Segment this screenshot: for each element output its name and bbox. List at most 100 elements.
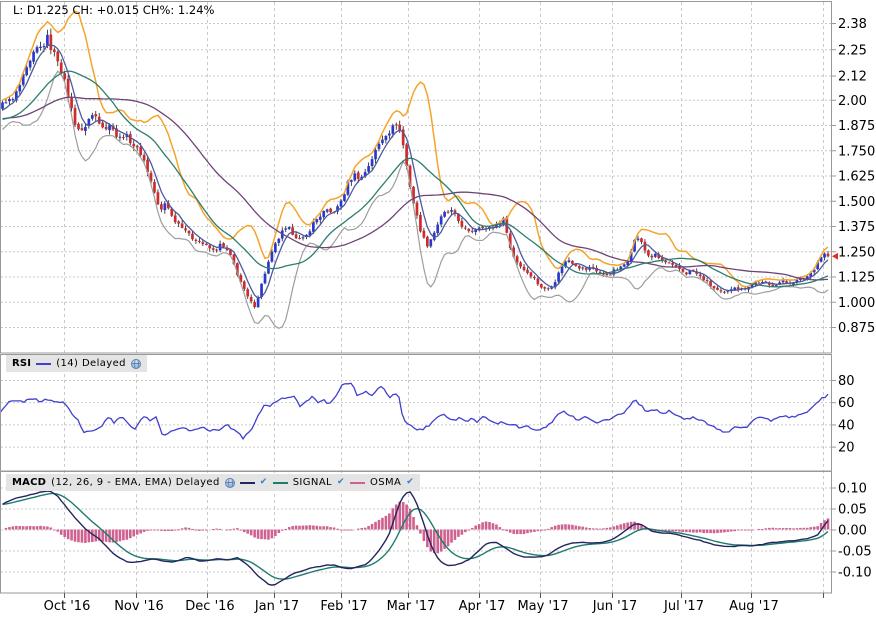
osma-bar — [277, 529, 281, 534]
candle-body — [353, 173, 357, 181]
candle-body — [46, 34, 49, 47]
osma-bar — [457, 529, 460, 537]
osma-bar — [757, 528, 761, 530]
osma-bar — [84, 529, 87, 543]
osma-bar — [809, 527, 813, 530]
rsi-title: RSI — [12, 358, 32, 369]
osma-bar — [367, 525, 370, 530]
osma-bar — [15, 525, 18, 530]
osma-bar — [685, 529, 688, 533]
osma-bar — [308, 525, 312, 530]
osma-bar — [719, 529, 723, 533]
osma-visibility-checkbox[interactable]: ✔ — [406, 477, 415, 487]
month-label: Oct '16 — [44, 599, 91, 614]
candle-body — [249, 297, 253, 302]
candle-body — [588, 267, 592, 270]
candle-body — [118, 136, 122, 138]
candle-body — [526, 269, 529, 273]
candle-body — [716, 287, 719, 290]
candle-body — [201, 242, 205, 245]
candle-body — [457, 213, 460, 222]
osma-bar — [173, 529, 177, 531]
osma-bar — [764, 528, 768, 530]
candle-body — [785, 281, 788, 284]
rsi-plot-area[interactable] — [1, 355, 831, 470]
candle-body — [470, 230, 474, 232]
osma-bar — [450, 529, 453, 543]
osma-bar — [470, 527, 474, 530]
globe-icon[interactable] — [130, 358, 141, 369]
candle-body — [381, 139, 384, 144]
osma-bar — [391, 508, 395, 530]
osma-bar — [560, 524, 564, 530]
candle-body — [187, 230, 191, 234]
osma-bar — [633, 521, 636, 530]
macd-tick-label: 0.10 — [838, 482, 867, 497]
month-label: Feb '17 — [320, 599, 367, 614]
osma-bar — [301, 525, 305, 530]
candle-body — [640, 238, 643, 242]
candle-body — [18, 85, 22, 92]
candle-body — [59, 62, 63, 74]
candle-body — [667, 262, 671, 264]
osma-bar — [394, 504, 398, 530]
candle-body — [774, 285, 778, 287]
candle-body — [56, 51, 60, 62]
signal-visibility-checkbox[interactable]: ✔ — [337, 477, 345, 487]
candle-body — [757, 282, 761, 284]
candle-body — [211, 248, 215, 250]
osma-bar — [484, 521, 488, 530]
macd-line-swatch — [239, 481, 255, 484]
candle-body — [298, 237, 301, 239]
osma-bar — [788, 528, 792, 530]
osma-bar — [774, 528, 778, 530]
candle-body — [819, 257, 823, 262]
candle-body — [622, 264, 626, 267]
osma-bar — [795, 528, 799, 530]
candle-body — [446, 211, 450, 213]
price-plot-area[interactable] — [1, 2, 831, 353]
macd-legend-chip: MACD (12, 26, 9 - EMA, EMA) Delayed ✔ SI… — [6, 474, 421, 491]
osma-bar — [636, 523, 640, 530]
candle-body — [553, 282, 557, 288]
candle-body — [215, 249, 218, 251]
candle-body — [139, 146, 143, 156]
osma-bar — [132, 529, 136, 537]
osma-bar — [443, 529, 446, 549]
osma-bar — [612, 526, 616, 530]
candle-body — [177, 221, 181, 224]
osma-bar — [139, 529, 142, 534]
globe-icon[interactable] — [224, 477, 235, 488]
osma-bar — [28, 525, 32, 530]
month-label: May '17 — [517, 599, 568, 614]
osma-bar — [702, 529, 705, 534]
osma-bar — [91, 529, 94, 542]
price-tick-label: 2.25 — [838, 43, 867, 58]
candle-body — [702, 276, 706, 281]
candle-body — [263, 273, 267, 284]
candle-body — [128, 134, 132, 144]
price-bands — [2, 10, 829, 329]
candle-body — [726, 290, 730, 292]
osma-bar — [21, 526, 25, 530]
osma-bar — [464, 529, 467, 533]
candle-body — [660, 257, 664, 262]
price-tick-label: 2.38 — [838, 17, 867, 32]
osma-bar — [350, 529, 353, 531]
osma-bar — [415, 525, 419, 530]
candle-body — [28, 60, 32, 68]
candle-body — [750, 283, 754, 288]
candle-body — [394, 124, 398, 126]
candle-body — [49, 34, 53, 51]
osma-bar — [740, 529, 743, 531]
candle-body — [25, 67, 29, 76]
candle-body — [35, 47, 39, 53]
osma-bar — [153, 529, 156, 531]
candle-body — [463, 227, 467, 229]
macd-visibility-checkbox[interactable]: ✔ — [259, 477, 268, 487]
rsi-legend-chip: RSI (14) Delayed — [6, 355, 147, 372]
candle-body — [122, 137, 125, 139]
candle-body — [460, 220, 464, 227]
candle-body — [425, 236, 429, 247]
rsi-tick-label: 60 — [838, 396, 855, 411]
